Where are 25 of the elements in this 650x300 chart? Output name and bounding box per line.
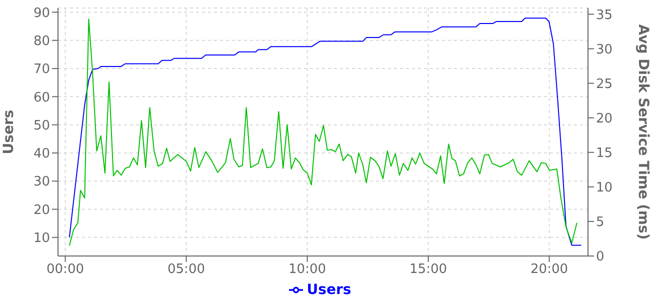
legend-label: Users <box>306 282 352 298</box>
y2-tick-label: 5 <box>596 215 604 230</box>
y2-tick-label: 15 <box>596 146 613 161</box>
x-tick-label: 10:00 <box>288 262 326 278</box>
y-tick-label: 20 <box>33 202 50 218</box>
x-tick-label: 00:00 <box>46 262 84 278</box>
y-tick-label: 60 <box>33 90 50 106</box>
x-tick-label: 20:00 <box>530 262 568 278</box>
y2-tick-label: 25 <box>596 76 613 92</box>
y-tick-label: 10 <box>33 231 50 246</box>
y-tick-label: 80 <box>33 34 50 49</box>
y2-tick-label: 10 <box>596 180 613 196</box>
y2-tick-label: 20 <box>596 111 613 126</box>
y-axis-title: Users <box>0 110 17 154</box>
y-tick-label: 50 <box>33 118 50 134</box>
y-tick-label: 30 <box>33 174 50 190</box>
y-tick-label: 70 <box>33 62 50 78</box>
x-tick-label: 05:00 <box>168 262 205 278</box>
y2-axis-title: Avg Disk Service Time (ms) <box>635 24 650 240</box>
y-tick-label: 40 <box>33 146 50 162</box>
y2-tick-label: 35 <box>596 8 613 23</box>
y-tick-label: 90 <box>33 6 50 21</box>
y2-tick-label: 30 <box>596 42 613 58</box>
x-tick-label: 15:00 <box>410 262 448 278</box>
y2-tick-label: 0 <box>596 250 604 265</box>
